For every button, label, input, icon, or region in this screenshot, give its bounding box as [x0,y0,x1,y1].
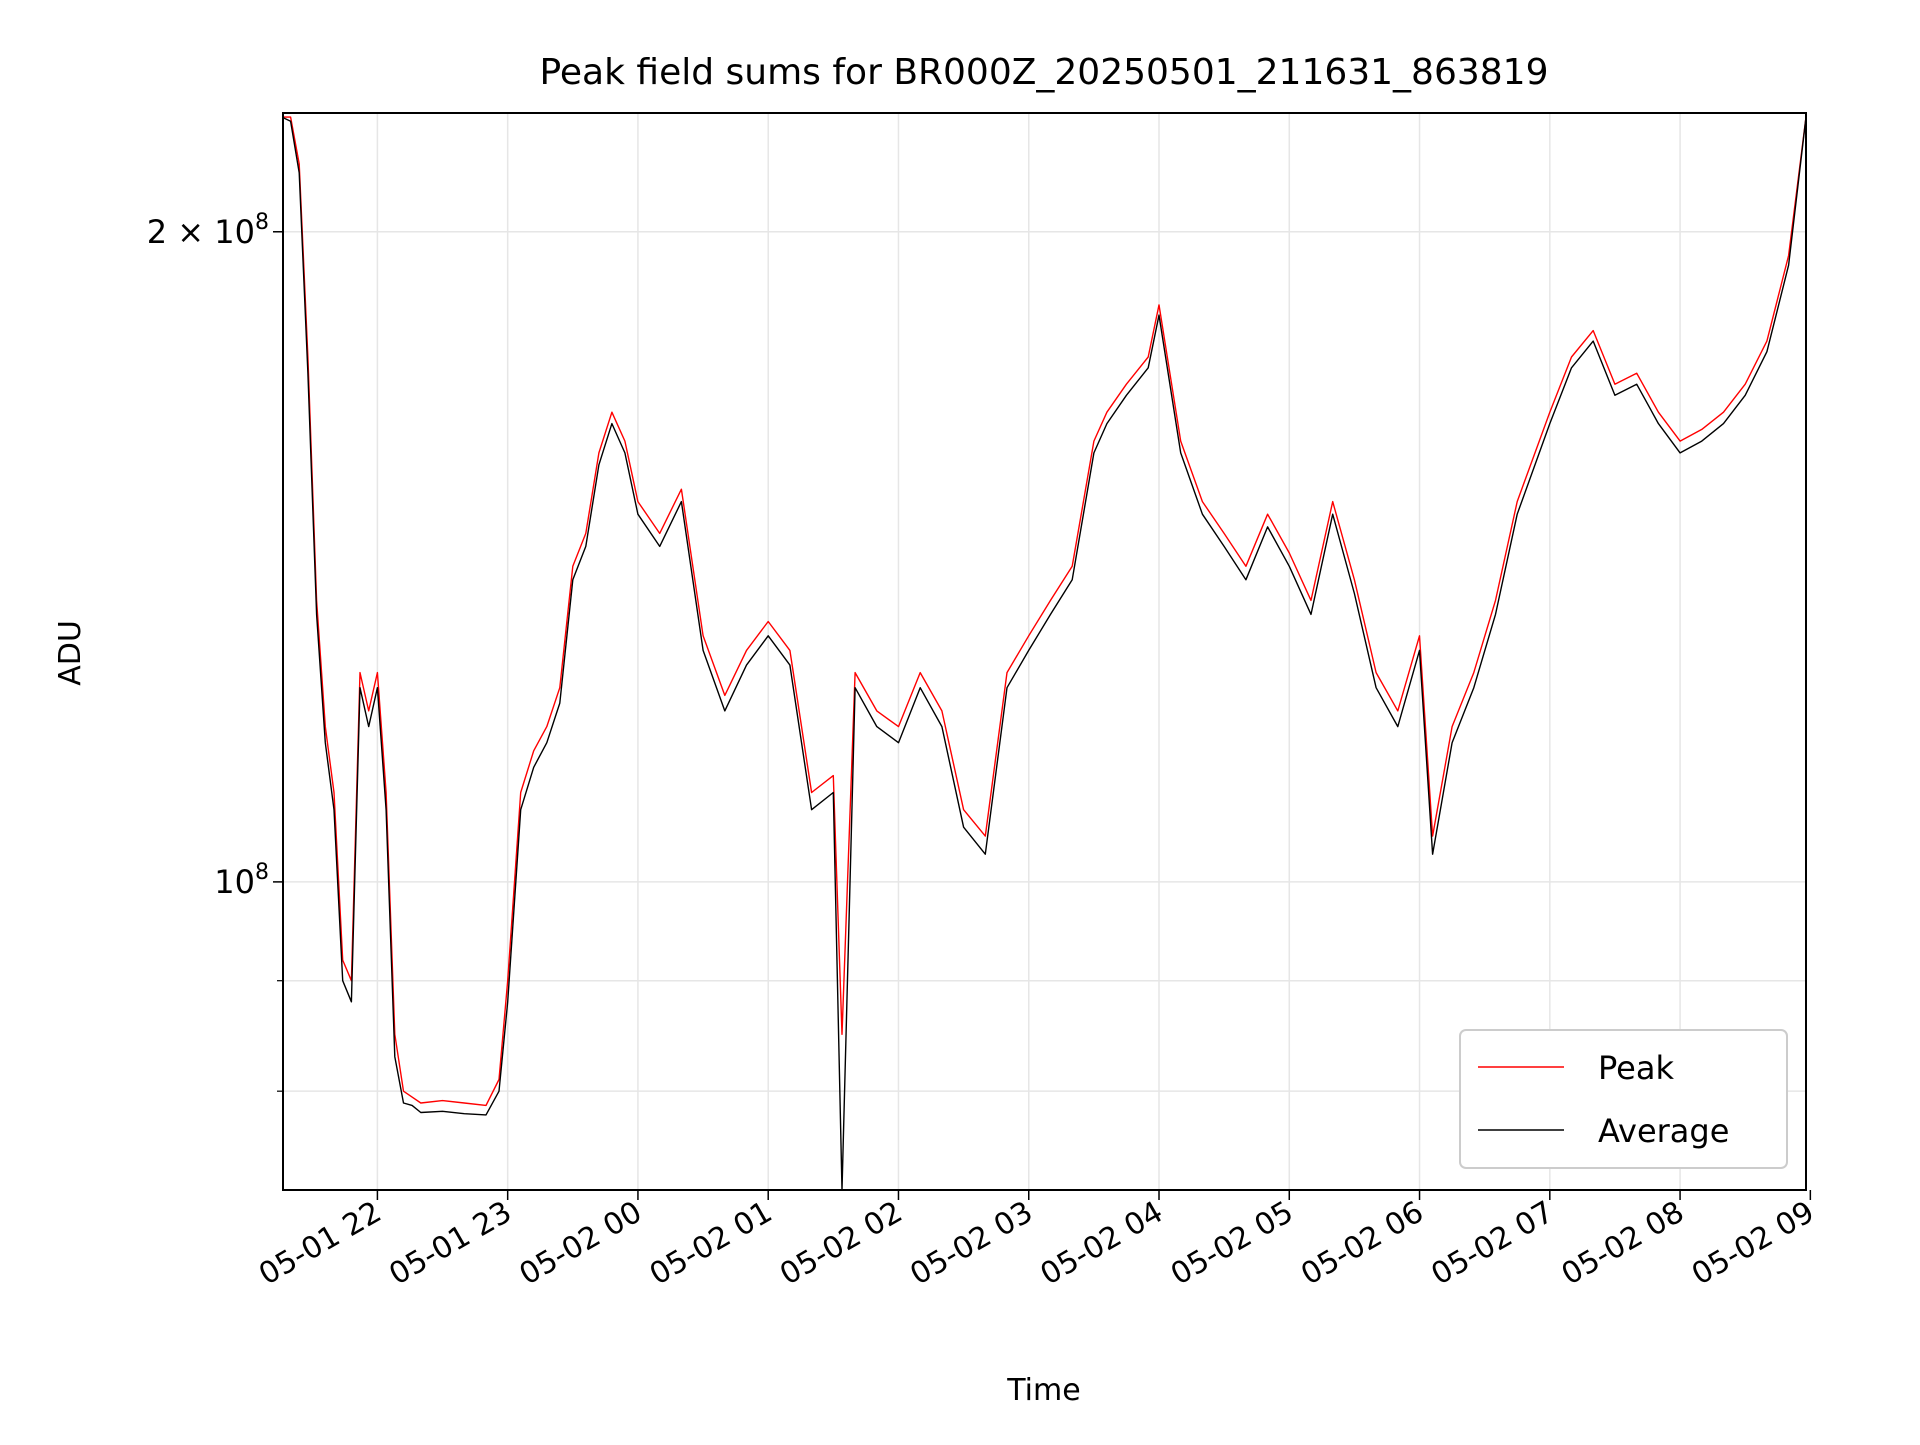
legend-box [1459,1029,1788,1169]
y-tick-label: 2 × 108 [147,210,269,251]
series-line-peak [283,116,1806,1107]
grid-layer [283,113,1806,1190]
y-axis-label: ADU [53,620,88,686]
legend-label-average: Average [1598,1112,1729,1150]
series-line-average [283,116,1806,1190]
plot-frame [282,112,1807,1191]
y-tick-label: 108 [214,860,269,901]
legend: Peak Average [1459,1029,1788,1169]
chart-title: Peak field sums for BR000Z_20250501_2116… [539,52,1548,93]
series-layer [283,116,1806,1190]
y-axis: 108 2 × 108 [147,210,283,1092]
x-axis-label: Time [1006,1373,1080,1408]
legend-label-peak: Peak [1598,1049,1674,1087]
